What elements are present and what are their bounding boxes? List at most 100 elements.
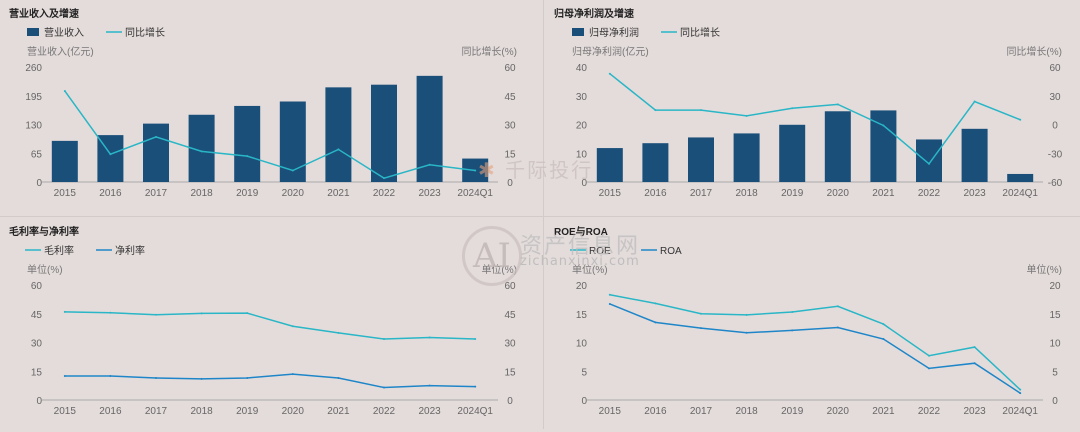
series-point (791, 329, 794, 332)
y-tick-right: 60 (1049, 63, 1061, 74)
series-point (246, 376, 249, 379)
growth-line (609, 73, 1021, 165)
x-tick-label: 2018 (735, 406, 758, 417)
x-tick-label: 2020 (827, 188, 850, 199)
series-point (383, 386, 385, 389)
series-point (155, 376, 157, 379)
series-point (200, 377, 203, 380)
legend-label: 净利率 (115, 244, 145, 257)
y-tick-left: 0 (581, 178, 587, 189)
x-tick-label: 2017 (145, 406, 168, 417)
chart-title: 归母净利润及增速 (554, 7, 634, 20)
y-tick-left: 130 (25, 121, 42, 132)
x-tick-label: 2020 (282, 406, 305, 417)
legend-label: 营业收入 (44, 26, 84, 39)
series-point (109, 311, 112, 314)
y-tick-right: 30 (504, 121, 516, 132)
series-point (428, 336, 431, 339)
series-point (291, 325, 294, 328)
y-tick-left: 65 (31, 149, 43, 160)
y-axis-title-left: 营业收入(亿元) (27, 45, 94, 58)
series-point (973, 362, 976, 365)
x-tick-label: 2021 (872, 188, 895, 199)
y-tick-left: 10 (576, 339, 588, 350)
bar (596, 148, 623, 182)
series-point (200, 312, 203, 315)
x-tick-label: 2023 (963, 188, 986, 199)
legend-swatch-bar (27, 28, 39, 36)
x-tick-label: 2016 (644, 188, 667, 199)
series-point (155, 313, 157, 316)
y-tick-right: 10 (1049, 339, 1061, 350)
legend-label: 归母净利润 (589, 26, 639, 39)
bar (870, 110, 897, 182)
growth-point (474, 169, 477, 172)
growth-point (109, 153, 112, 156)
y-tick-left: 45 (31, 310, 43, 321)
x-tick-label: 2019 (781, 188, 804, 199)
growth-point (1019, 118, 1022, 121)
y-axis-title-right: 同比增长(%) (461, 45, 517, 58)
y-tick-right: 30 (1049, 92, 1061, 103)
y-axis-title-right: 单位(%) (1026, 263, 1062, 276)
x-tick-label: 2023 (418, 188, 441, 199)
chart-title: 毛利率与净利率 (9, 225, 79, 238)
y-tick-right: 15 (504, 367, 516, 378)
growth-line (64, 90, 476, 179)
x-tick-label: 2024Q1 (1002, 188, 1038, 199)
series-point (246, 312, 249, 315)
growth-point (608, 72, 611, 75)
legend-label: ROE (589, 246, 611, 257)
y-tick-right: 0 (507, 178, 513, 189)
series-point (745, 331, 748, 334)
growth-point (700, 109, 702, 112)
series-point (474, 338, 477, 341)
y-tick-right: 45 (504, 92, 516, 103)
x-tick-label: 2024Q1 (457, 406, 493, 417)
growth-point (246, 155, 249, 158)
series-point (337, 376, 340, 379)
legend-label: 同比增长 (680, 26, 720, 39)
x-tick-label: 2015 (54, 406, 77, 417)
x-tick-label: 2022 (918, 406, 941, 417)
series-point (700, 327, 702, 330)
y-tick-right: 0 (1052, 121, 1058, 132)
growth-point (882, 124, 885, 127)
legend-label: ROA (660, 246, 682, 257)
bar (642, 143, 669, 182)
y-tick-left: 0 (36, 396, 42, 407)
y-tick-left: 15 (31, 367, 43, 378)
bar (279, 101, 306, 182)
y-tick-right: 0 (1052, 396, 1058, 407)
series-point (428, 384, 431, 387)
x-tick-label: 2015 (54, 188, 77, 199)
growth-point (155, 135, 157, 138)
series-point (654, 302, 657, 305)
growth-point (654, 109, 657, 112)
bar (824, 111, 851, 182)
y-tick-left: 260 (25, 63, 42, 74)
x-tick-label: 2022 (918, 188, 941, 199)
y-tick-left: 10 (576, 149, 588, 160)
y-tick-left: 30 (576, 92, 588, 103)
series-point (836, 305, 839, 308)
y-axis-title-right: 同比增长(%) (1006, 45, 1062, 58)
series-point (973, 346, 976, 349)
y-tick-left: 5 (581, 367, 587, 378)
y-tick-right: 60 (504, 63, 516, 74)
growth-point (291, 169, 294, 172)
y-tick-right: 15 (504, 149, 516, 160)
growth-point (337, 148, 340, 151)
x-tick-label: 2022 (373, 406, 396, 417)
bar (143, 123, 169, 182)
series-point (791, 311, 794, 314)
margin-chart-panel: 毛利率与净利率 毛利率 净利率 单位(%) 单位(%) 0 15 30 45 60 0 15 30 45 6… (0, 218, 540, 432)
x-tick-label: 2015 (599, 188, 622, 199)
legend-swatch-bar (572, 28, 584, 36)
y-tick-right: 0 (507, 396, 513, 407)
growth-point (836, 103, 839, 106)
y-axis-title-left: 单位(%) (27, 263, 63, 276)
bar (325, 87, 352, 182)
